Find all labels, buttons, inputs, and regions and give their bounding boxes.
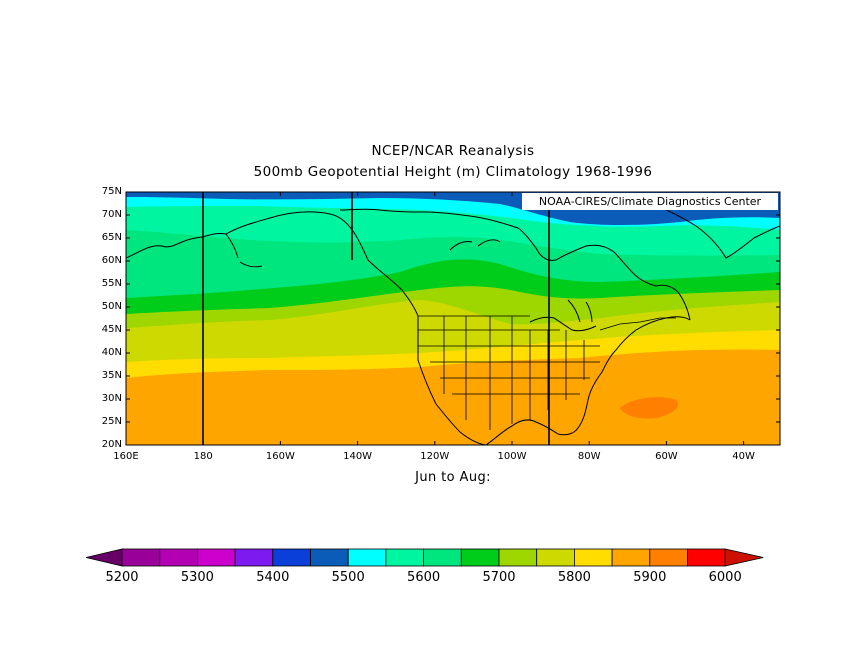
colorbar-label: 5800 <box>557 570 591 585</box>
colorbar-label: 5900 <box>633 570 667 585</box>
lon-tick-label: 100W <box>497 451 527 462</box>
colorbar-swatch <box>159 548 198 567</box>
colorbar-under-arrow <box>85 548 123 567</box>
chart-subtitle: 500mb Geopotential Height (m) Climatolog… <box>253 164 653 180</box>
colorbar-swatch <box>687 548 726 567</box>
lat-tick-label: 60N <box>101 255 122 266</box>
lat-ticks <box>126 191 780 446</box>
season-label: Jun to Aug: <box>415 470 491 485</box>
map-frame <box>125 191 781 446</box>
lat-tick-label: 65N <box>101 232 122 243</box>
lon-tick-label: 120W <box>420 451 450 462</box>
lon-tick-label: 160E <box>113 451 139 462</box>
colorbar-swatch <box>196 548 236 567</box>
colorbar-swatch <box>347 548 387 567</box>
colorbar-swatch <box>498 548 538 567</box>
colorbar-label: 5400 <box>256 570 290 585</box>
colorbar-swatch <box>121 548 161 567</box>
lat-tick-label: 20N <box>101 439 122 450</box>
lat-tick-label: 40N <box>101 347 122 358</box>
lat-tick-label: 70N <box>101 209 122 220</box>
lon-tick-label: 40W <box>732 451 755 462</box>
map-field <box>126 192 780 445</box>
us-state-borders <box>418 315 676 430</box>
colorbar-label: 5600 <box>407 570 441 585</box>
colorbar-swatch <box>234 548 274 567</box>
lat-tick-label: 75N <box>101 186 122 197</box>
lon-tick-label: 180 <box>193 451 213 462</box>
lat-tick-label: 50N <box>101 301 122 312</box>
colorbar-label: 5700 <box>482 570 516 585</box>
colorbar-swatch <box>536 548 575 567</box>
chart-title: NCEP/NCAR Reanalysis <box>371 143 535 159</box>
colorbar-swatch <box>423 548 462 567</box>
colorbar-swatch <box>611 548 651 567</box>
colorbar-swatch <box>310 548 349 567</box>
colorbar-swatch <box>385 548 424 567</box>
lat-tick-label: 25N <box>101 416 122 427</box>
colorbar-label: 5200 <box>105 570 139 585</box>
colorbar-swatch <box>460 548 500 567</box>
colorbar-swatch <box>649 548 688 567</box>
colorbar-label: 5500 <box>331 570 365 585</box>
colorbar-over-arrow <box>724 548 764 567</box>
lat-tick-label: 45N <box>101 324 122 335</box>
lat-tick-label: 30N <box>101 393 122 404</box>
colorbar-label: 6000 <box>708 570 742 585</box>
colorbar <box>85 548 764 567</box>
meridian-lines <box>202 192 550 445</box>
colorbar-swatch <box>272 548 311 567</box>
lat-tick-label: 35N <box>101 370 122 381</box>
lat-tick-label: 55N <box>101 278 122 289</box>
lon-tick-label: 140W <box>343 451 373 462</box>
colorbar-label: 5300 <box>180 570 214 585</box>
contour-center-5900 <box>620 397 678 419</box>
lon-tick-label: 60W <box>655 451 678 462</box>
coastlines <box>126 199 780 445</box>
lon-tick-label: 80W <box>577 451 601 462</box>
colorbar-swatch <box>574 548 613 567</box>
lon-tick-label: 160W <box>265 451 295 462</box>
credit-label: NOAA-CIRES/Climate Diagnostics Center <box>522 193 778 210</box>
